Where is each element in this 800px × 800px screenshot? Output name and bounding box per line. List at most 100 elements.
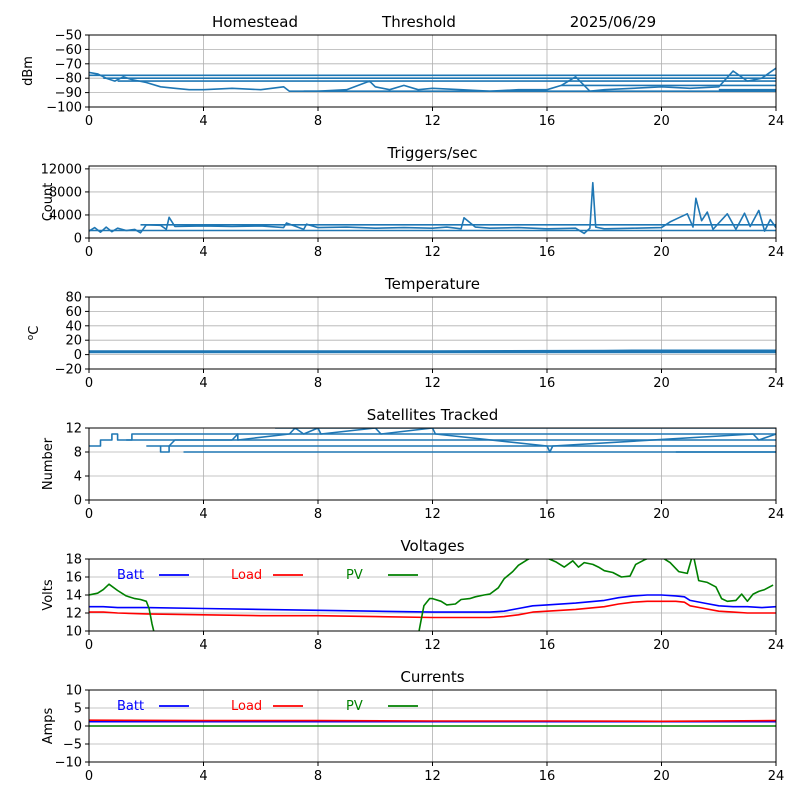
y-tick-label: −20 bbox=[55, 363, 82, 378]
y-tick-label: 8 bbox=[74, 446, 82, 461]
x-tick-label: 12 bbox=[424, 638, 441, 653]
x-tick-label: 16 bbox=[539, 114, 556, 129]
x-tick-label: 20 bbox=[653, 376, 670, 391]
y-tick-label: 60 bbox=[65, 305, 82, 320]
y-tick-label: 14 bbox=[65, 589, 82, 604]
x-tick-label: 24 bbox=[768, 638, 785, 653]
x-tick-label: 20 bbox=[653, 114, 670, 129]
series-group bbox=[89, 67, 776, 92]
y-axis-label: Count bbox=[41, 183, 56, 222]
x-tick-label: 8 bbox=[314, 376, 322, 391]
y-tick-label: −70 bbox=[55, 57, 82, 72]
x-tick-label: 0 bbox=[85, 114, 93, 129]
y-tick-label: 0 bbox=[74, 232, 82, 247]
x-tick-label: 24 bbox=[768, 114, 785, 129]
x-tick-label: 16 bbox=[539, 245, 556, 260]
series-line-pv bbox=[89, 559, 774, 631]
y-tick-label: −10 bbox=[55, 756, 82, 771]
header-label: Threshold bbox=[381, 13, 456, 31]
y-tick-label: 0 bbox=[74, 348, 82, 363]
panel-title: Currents bbox=[400, 668, 464, 686]
legend-label-load: Load bbox=[231, 699, 262, 714]
y-tick-label: 0 bbox=[74, 720, 82, 735]
x-tick-label: 8 bbox=[314, 638, 322, 653]
x-tick-label: 12 bbox=[424, 114, 441, 129]
panel-satellites: 0 4 8 12 16 20 24 0 4 8 12 Satellites Tracked Number bbox=[41, 406, 784, 522]
x-tick-label: 8 bbox=[314, 507, 322, 522]
y-axis-label-unit: C bbox=[27, 326, 42, 335]
x-tick-label: 8 bbox=[314, 114, 322, 129]
series-group bbox=[89, 428, 776, 453]
y-tick-label: 0 bbox=[74, 494, 82, 509]
panel-title: Satellites Tracked bbox=[367, 406, 498, 424]
series-line-load bbox=[89, 600, 776, 619]
x-tick-label: 16 bbox=[539, 769, 556, 784]
y-tick-label: −60 bbox=[55, 43, 82, 58]
y-tick-label: 4000 bbox=[49, 208, 82, 223]
y-tick-label: 80 bbox=[65, 291, 82, 306]
y-tick-label: 12 bbox=[65, 607, 82, 622]
x-tick-label: 0 bbox=[85, 245, 93, 260]
y-tick-label: −90 bbox=[55, 86, 82, 101]
x-tick-label: 24 bbox=[768, 376, 785, 391]
x-tick-label: 12 bbox=[424, 769, 441, 784]
y-tick-label: 16 bbox=[65, 571, 82, 586]
y-tick-label: 18 bbox=[65, 553, 82, 568]
x-tick-label: 4 bbox=[199, 638, 207, 653]
panel-title: Triggers/sec bbox=[387, 144, 478, 162]
series-group bbox=[89, 559, 776, 631]
y-axis-label-degree: o bbox=[26, 334, 36, 340]
legend-label-load: Load bbox=[231, 568, 262, 583]
panel-title: Voltages bbox=[400, 537, 464, 555]
x-tick-label: 0 bbox=[85, 638, 93, 653]
x-tick-label: 12 bbox=[424, 245, 441, 260]
series-line-batt bbox=[89, 594, 776, 613]
x-tick-label: 20 bbox=[653, 769, 670, 784]
y-axis-label: Amps bbox=[41, 707, 56, 744]
legend-label-pv: PV bbox=[346, 568, 363, 583]
header-date: 2025/06/29 bbox=[570, 13, 656, 31]
panel-triggers: 0 4 8 12 16 20 24 0 4000 8000 12000 Triggers/sec Cou… bbox=[41, 144, 785, 260]
y-tick-label: 8000 bbox=[49, 185, 82, 200]
x-tick-label: 16 bbox=[539, 376, 556, 391]
y-tick-label: 12000 bbox=[41, 162, 82, 177]
panel-signal: 0 4 8 12 16 20 24 −100−90−80−70−60−50 dBm bbox=[21, 29, 784, 130]
header-site: Homestead bbox=[212, 13, 298, 31]
series-group bbox=[89, 719, 776, 727]
legend-label-batt: Batt bbox=[117, 568, 144, 583]
x-tick-label: 8 bbox=[314, 769, 322, 784]
y-tick-label: 10 bbox=[65, 625, 82, 640]
panel-currents: 0 4 8 12 16 20 24 −10 −5 0 5 10 Currents Amps Batt Load… bbox=[41, 668, 784, 784]
x-tick-label: 20 bbox=[653, 507, 670, 522]
y-axis-label: dBm bbox=[21, 56, 36, 86]
series-line-0 bbox=[89, 349, 776, 352]
series-line-0 bbox=[89, 433, 776, 447]
x-tick-label: 24 bbox=[768, 769, 785, 784]
x-tick-label: 20 bbox=[653, 245, 670, 260]
legend-label-pv: PV bbox=[346, 699, 363, 714]
legend-label-batt: Batt bbox=[117, 699, 144, 714]
series-line-load bbox=[89, 719, 776, 723]
y-tick-label: 20 bbox=[65, 334, 82, 349]
x-tick-label: 4 bbox=[199, 245, 207, 260]
y-tick-label: 4 bbox=[74, 470, 82, 485]
x-tick-label: 4 bbox=[199, 376, 207, 391]
y-tick-label: −50 bbox=[55, 29, 82, 44]
x-tick-label: 0 bbox=[85, 507, 93, 522]
series-line-0 bbox=[89, 67, 776, 92]
y-axis-label: Number bbox=[41, 437, 56, 490]
y-tick-label: 5 bbox=[74, 702, 82, 717]
x-tick-label: 4 bbox=[199, 114, 207, 129]
x-tick-label: 24 bbox=[768, 507, 785, 522]
x-tick-label: 12 bbox=[424, 507, 441, 522]
x-tick-label: 12 bbox=[424, 376, 441, 391]
x-tick-label: 0 bbox=[85, 376, 93, 391]
y-tick-label: 40 bbox=[65, 319, 82, 334]
y-tick-label: 10 bbox=[65, 684, 82, 699]
x-tick-label: 8 bbox=[314, 245, 322, 260]
x-tick-label: 16 bbox=[539, 507, 556, 522]
series-group bbox=[89, 181, 776, 235]
x-tick-label: 0 bbox=[85, 769, 93, 784]
